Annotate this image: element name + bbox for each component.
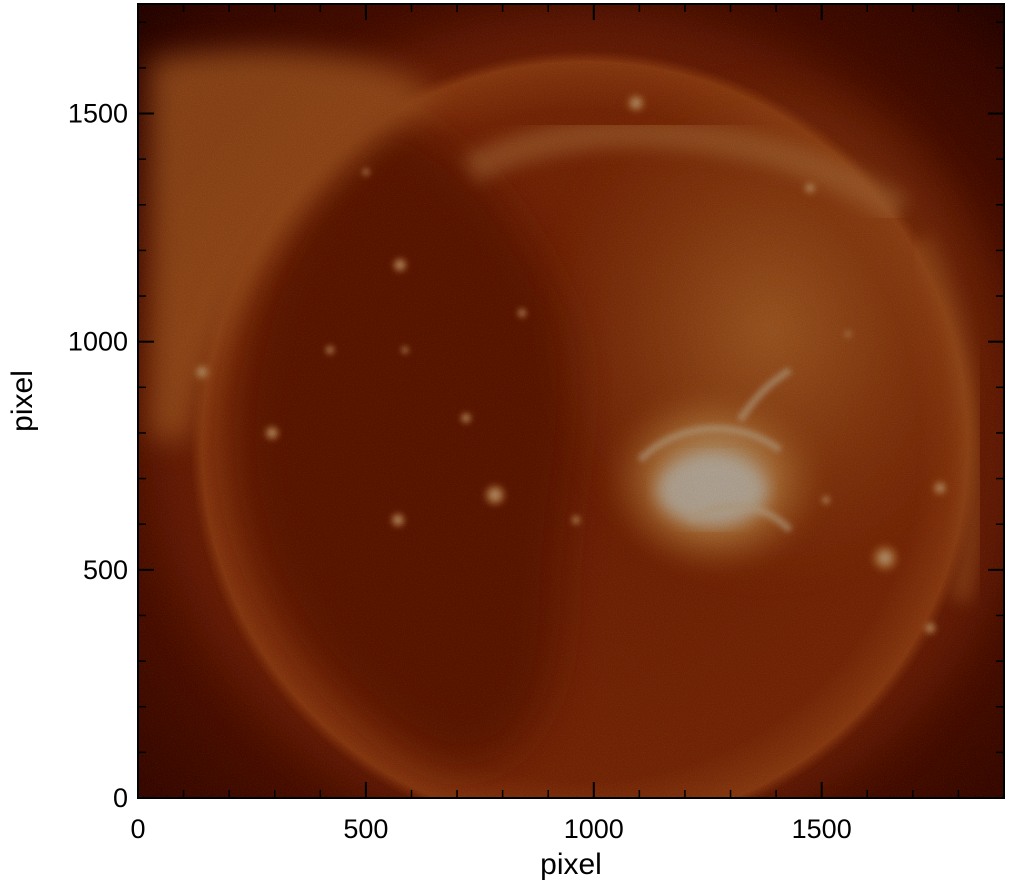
y-tick-label: 0: [113, 783, 128, 813]
solar-image: [138, 4, 1004, 798]
x-axis-ticks: 0 500 1000 1500: [130, 4, 852, 844]
image-noise: [138, 4, 1004, 798]
x-tick-label: 0: [130, 814, 145, 844]
y-tick-label: 1500: [68, 99, 128, 129]
plot-frame: [137, 3, 1005, 799]
y-axis-ticks: 0 500 1000 1500: [68, 99, 1004, 813]
x-tick-label: 1500: [792, 814, 852, 844]
x-axis-title: pixel: [540, 848, 602, 881]
y-tick-label: 1000: [68, 327, 128, 357]
x-tick-label: 500: [343, 814, 388, 844]
x-tick-label: 1000: [564, 814, 624, 844]
y-axis-minor-ticks: [138, 21, 1004, 754]
x-axis-minor-ticks: [182, 4, 960, 798]
y-tick-label: 500: [83, 555, 128, 585]
y-axis-title: pixel: [6, 370, 39, 432]
